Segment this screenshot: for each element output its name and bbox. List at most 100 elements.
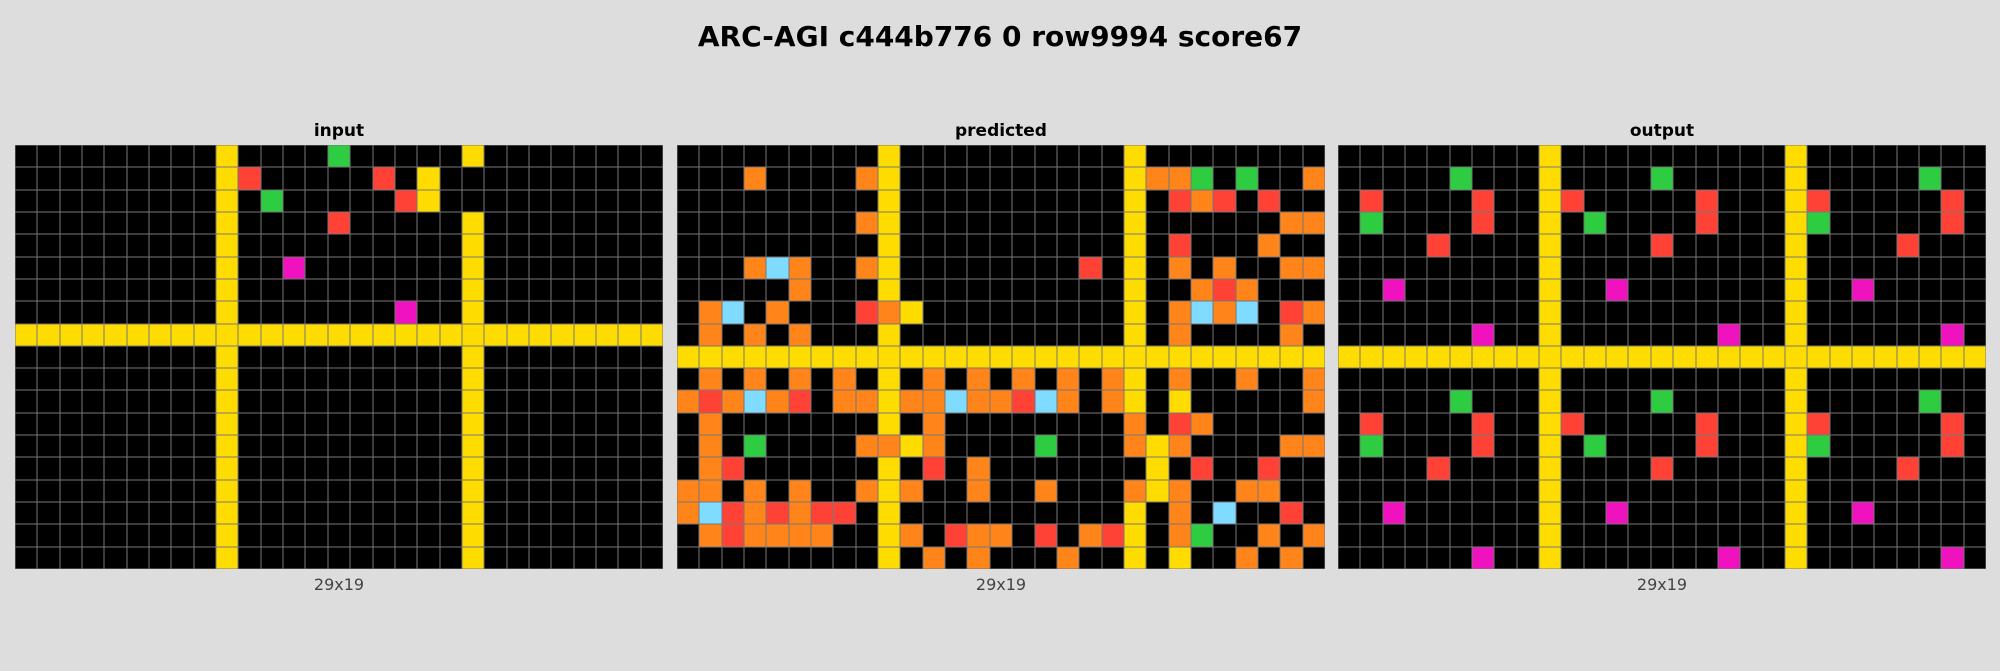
grid-cell	[945, 479, 968, 503]
grid-cell	[283, 256, 306, 279]
grid-cell	[1896, 301, 1919, 324]
grid-cell	[1190, 390, 1214, 413]
grid-cell	[1302, 457, 1325, 480]
grid-cell	[595, 167, 619, 190]
grid-cell	[1302, 412, 1325, 436]
grid-cell	[1918, 368, 1942, 391]
grid-cell	[149, 234, 172, 257]
grid-cell	[327, 457, 351, 480]
grid-cell	[1449, 368, 1473, 391]
grid-cell	[260, 412, 284, 436]
grid-cell	[1695, 390, 1718, 413]
grid-cell	[1079, 524, 1102, 547]
grid-cell	[1941, 546, 1964, 569]
grid-cell	[618, 301, 641, 324]
grid-cell	[394, 167, 418, 190]
grid-cell	[1784, 301, 1808, 324]
grid-cell	[878, 457, 901, 480]
grid-cell	[1302, 502, 1325, 525]
grid-cell	[573, 345, 596, 369]
grid-cell	[283, 479, 306, 503]
grid-cell	[528, 278, 552, 302]
grid-cell	[1360, 502, 1383, 525]
grid-cell	[1472, 234, 1495, 257]
grid-cell	[573, 301, 596, 324]
grid-cell	[1168, 435, 1191, 458]
grid-cell	[305, 167, 328, 190]
grid-cell	[1079, 145, 1102, 168]
predicted-panel: predicted 29x19	[677, 117, 1325, 594]
grid-cell	[1941, 278, 1964, 302]
grid-cell	[305, 368, 328, 391]
grid-cell	[1449, 145, 1473, 168]
grid-cell	[149, 167, 172, 190]
grid-cell	[967, 167, 990, 190]
grid-cell	[1561, 234, 1584, 257]
grid-cell	[1079, 234, 1102, 257]
grid-cell	[283, 546, 306, 569]
grid-cell	[394, 412, 418, 436]
grid-cell	[900, 234, 923, 257]
grid-cell	[1829, 145, 1852, 168]
grid-cell	[811, 256, 834, 279]
grid-cell	[126, 167, 150, 190]
grid-cell	[394, 189, 418, 212]
grid-cell	[372, 167, 395, 190]
grid-cell	[744, 189, 767, 212]
grid-cell	[417, 211, 440, 235]
grid-cell	[640, 457, 663, 480]
grid-cell	[945, 189, 968, 212]
grid-cell	[216, 412, 239, 436]
grid-cell	[1561, 345, 1584, 369]
grid-cell	[149, 502, 172, 525]
grid-cell	[193, 457, 217, 480]
grid-cell	[528, 435, 552, 458]
grid-cell	[193, 435, 217, 458]
grid-cell	[327, 435, 351, 458]
grid-cell	[989, 301, 1013, 324]
grid-cell	[1673, 412, 1696, 436]
grid-cell	[1338, 211, 1361, 235]
grid-cell	[1740, 145, 1763, 168]
grid-cell	[1628, 301, 1651, 324]
grid-cell	[439, 457, 462, 480]
grid-cell	[350, 211, 373, 235]
grid-cell	[1472, 167, 1495, 190]
grid-cell	[788, 412, 812, 436]
grid-cell	[1918, 524, 1942, 547]
grid-cell	[900, 502, 923, 525]
grid-cell	[618, 323, 641, 346]
grid-cell	[573, 546, 596, 569]
grid-cell	[922, 435, 946, 458]
grid-cell	[1606, 256, 1629, 279]
grid-cell	[677, 368, 700, 391]
grid-cell	[461, 189, 485, 212]
grid-cell	[216, 145, 239, 168]
grid-cell	[551, 145, 574, 168]
grid-cell	[1784, 390, 1808, 413]
grid-cell	[1583, 435, 1607, 458]
grid-cell	[1213, 256, 1236, 279]
grid-cell	[1382, 145, 1406, 168]
output-panel: output 29x19	[1338, 117, 1986, 594]
grid-cell	[811, 479, 834, 503]
grid-cell	[573, 457, 596, 480]
grid-cell	[1583, 502, 1607, 525]
grid-cell	[922, 524, 946, 547]
grid-cell	[1257, 457, 1281, 480]
grid-cell	[1280, 435, 1303, 458]
grid-cell	[1101, 368, 1124, 391]
grid-cell	[1079, 167, 1102, 190]
grid-cell	[1302, 390, 1325, 413]
grid-cell	[1784, 345, 1808, 369]
grid-cell	[104, 546, 127, 569]
grid-cell	[855, 457, 879, 480]
grid-cell	[15, 189, 38, 212]
grid-cell	[1168, 502, 1191, 525]
grid-cell	[506, 502, 529, 525]
grid-cell	[967, 301, 990, 324]
grid-cell	[766, 345, 789, 369]
grid-cell	[573, 479, 596, 503]
grid-cell	[1516, 524, 1540, 547]
grid-cell	[216, 301, 239, 324]
